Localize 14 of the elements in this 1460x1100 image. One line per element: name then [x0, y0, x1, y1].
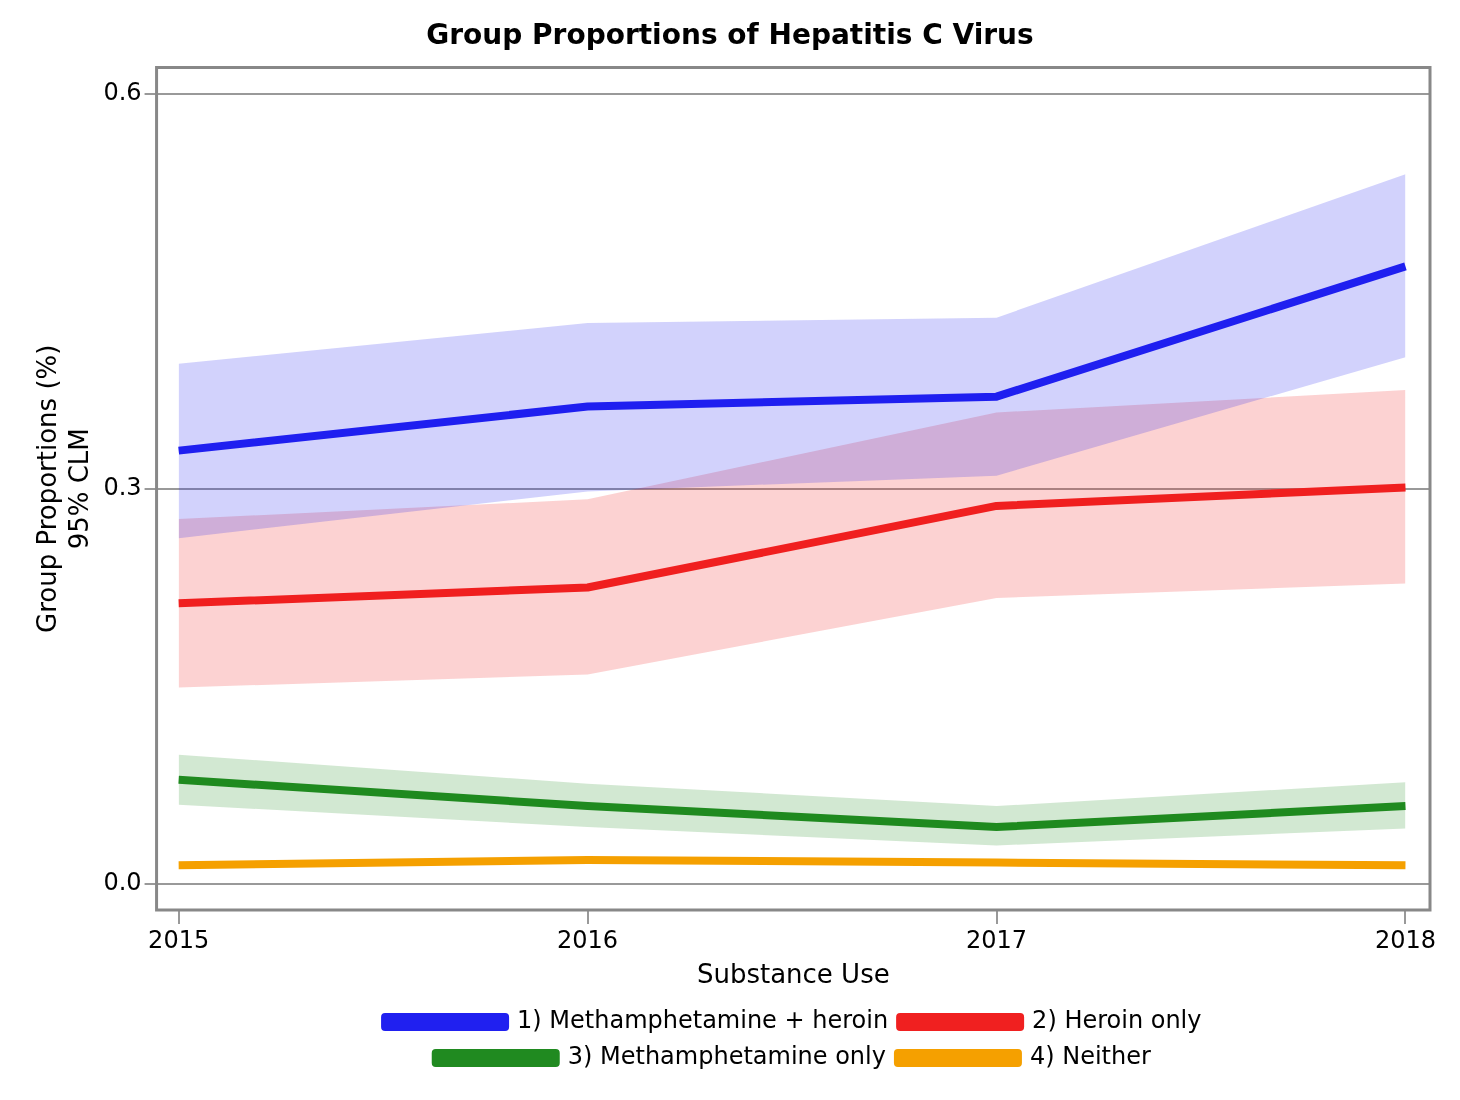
legend-label: 4) Neither [1029, 1042, 1151, 1071]
legend-label: 1) Methamphetamine + heroin [517, 1006, 889, 1035]
legend-title: Substance Use [696, 958, 890, 989]
y-tick-label: 0.0 [103, 867, 142, 896]
chart-title: Group Proportions of Hepatitis C Virus [426, 18, 1034, 52]
legend-label: 3) Methamphetamine only [567, 1042, 886, 1071]
x-tick-label: 2016 [557, 925, 619, 954]
y-axis-title: Group Proportions (%) 95% CLM [32, 344, 94, 633]
x-tick-label: 2015 [148, 925, 210, 954]
y-tick-label: 0.3 [103, 473, 142, 502]
y-tick-label: 0.6 [103, 78, 142, 107]
x-tick-label: 2018 [1374, 925, 1436, 954]
legend-label: 2) Heroin only [1032, 1006, 1202, 1035]
x-tick-label: 2017 [965, 925, 1028, 954]
